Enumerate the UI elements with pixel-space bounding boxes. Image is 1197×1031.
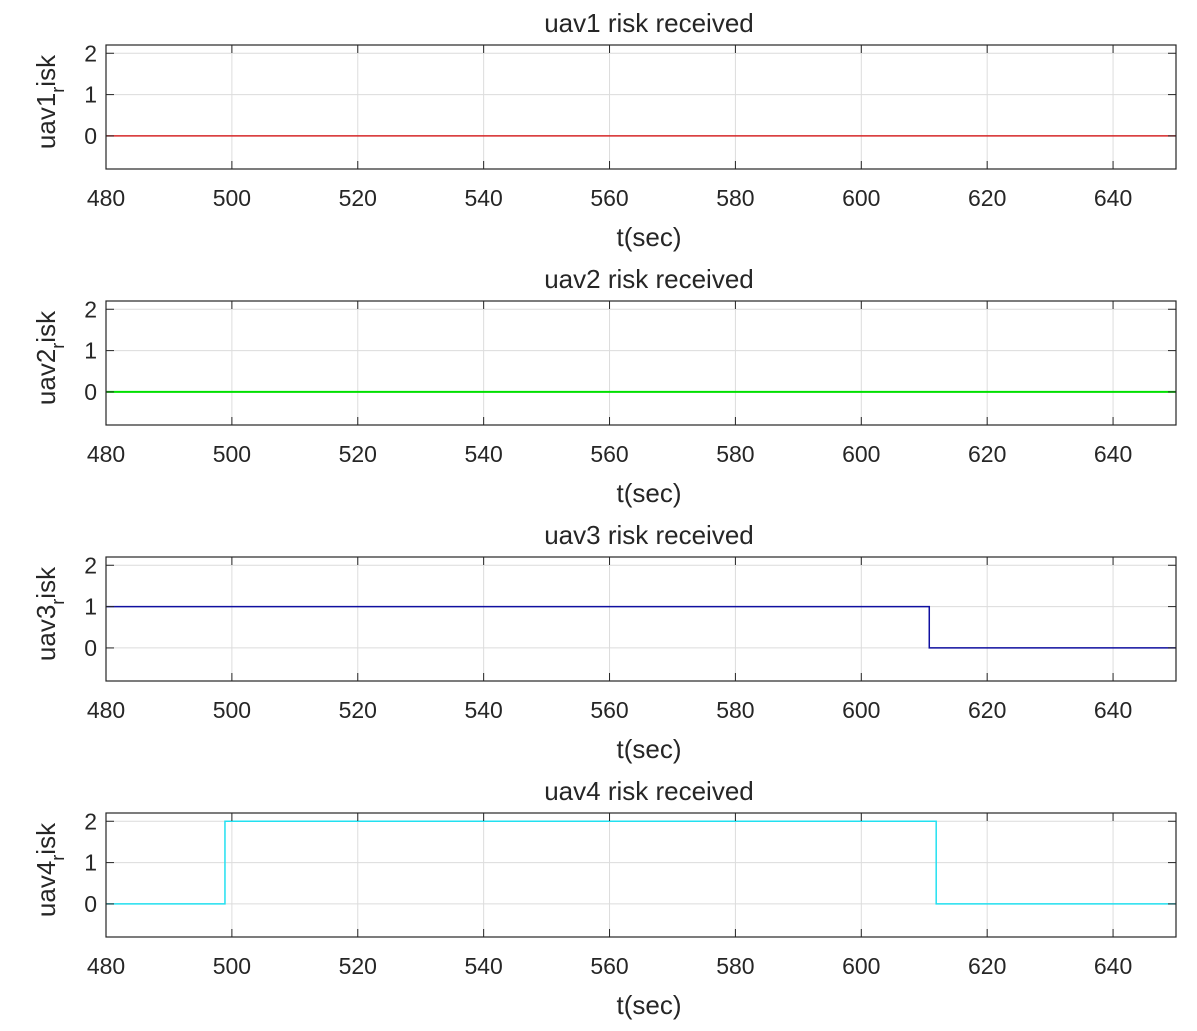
y-axis-label-tail: isk [31, 822, 61, 855]
y-axis-label-subscript: r [48, 855, 68, 861]
chart-title: uav2 risk received [544, 264, 754, 294]
x-tick-label: 480 [87, 185, 125, 211]
x-tick-label: 520 [339, 697, 377, 723]
x-tick-label: 640 [1094, 185, 1132, 211]
y-axis-label-subscript: r [48, 343, 68, 349]
axes-box [105, 812, 1177, 938]
y-tick-label: 2 [84, 40, 97, 66]
x-axis-label: t(sec) [617, 734, 682, 764]
y-axis-label-tail: isk [31, 566, 61, 599]
plot-area [106, 813, 1176, 937]
x-tick-label: 580 [716, 697, 754, 723]
y-tick-label: 0 [84, 379, 97, 405]
chart-title: uav1 risk received [544, 8, 754, 38]
x-tick-label: 520 [339, 441, 377, 467]
x-tick-label: 560 [590, 697, 628, 723]
x-tick-label: 620 [968, 697, 1006, 723]
subplot-3: 480 500 520 540 560 580 600 620 640 0 1 2 uav3 risk … [31, 520, 1177, 764]
x-tick-label: 640 [1094, 953, 1132, 979]
y-axis-label-tail: isk [31, 310, 61, 343]
x-tick-label: 500 [213, 697, 251, 723]
x-tick-label: 600 [842, 953, 880, 979]
y-axis-label-main: uav3 [31, 605, 61, 661]
x-tick-label: 500 [213, 441, 251, 467]
axes-box [105, 556, 1177, 682]
y-tick-label: 2 [84, 296, 97, 322]
axes-box [105, 44, 1177, 170]
x-tick-label: 520 [339, 185, 377, 211]
y-axis-label-tail: isk [31, 54, 61, 87]
x-tick-label: 560 [590, 441, 628, 467]
plot-area [106, 301, 1176, 425]
x-tick-label: 560 [590, 185, 628, 211]
plot-area [106, 557, 1176, 681]
y-axis-label: uav2risk [31, 310, 68, 405]
x-tick-label: 600 [842, 697, 880, 723]
x-tick-label: 540 [464, 953, 502, 979]
x-tick-label: 580 [716, 441, 754, 467]
x-tick-label: 580 [716, 953, 754, 979]
y-tick-label: 1 [84, 338, 97, 364]
y-tick-label: 2 [84, 808, 97, 834]
subplot-2: 480 500 520 540 560 580 600 620 640 0 1 2 uav2 risk … [31, 264, 1177, 508]
x-tick-label: 480 [87, 953, 125, 979]
x-tick-label: 480 [87, 697, 125, 723]
y-axis-label-subscript: r [48, 87, 68, 93]
x-tick-label: 640 [1094, 441, 1132, 467]
y-axis-label: uav4risk [31, 822, 68, 917]
series-line [106, 820, 1176, 905]
x-tick-label: 640 [1094, 697, 1132, 723]
x-tick-label: 620 [968, 185, 1006, 211]
x-tick-label: 600 [842, 441, 880, 467]
x-tick-label: 540 [464, 697, 502, 723]
y-axis-label-subscript: r [48, 599, 68, 605]
x-tick-label: 540 [464, 441, 502, 467]
x-tick-label: 620 [968, 441, 1006, 467]
x-tick-label: 580 [716, 185, 754, 211]
y-axis-label: uav3risk [31, 566, 68, 661]
x-tick-label: 620 [968, 953, 1006, 979]
x-tick-label: 500 [213, 953, 251, 979]
x-tick-label: 500 [213, 185, 251, 211]
chart-title: uav3 risk received [544, 520, 754, 550]
x-tick-label: 520 [339, 953, 377, 979]
y-tick-label: 2 [84, 552, 97, 578]
x-tick-label: 480 [87, 441, 125, 467]
y-axis-label-main: uav4 [31, 861, 61, 917]
y-tick-label: 0 [84, 123, 97, 149]
x-axis-label: t(sec) [617, 990, 682, 1020]
y-tick-label: 1 [84, 82, 97, 108]
subplot-4: 480 500 520 540 560 580 600 620 640 0 1 2 uav4 risk … [31, 776, 1177, 1020]
y-tick-label: 0 [84, 891, 97, 917]
axes-box [105, 300, 1177, 426]
y-tick-label: 1 [84, 850, 97, 876]
series-line [106, 605, 1176, 649]
x-tick-label: 560 [590, 953, 628, 979]
y-tick-label: 1 [84, 594, 97, 620]
y-axis-label: uav1risk [31, 54, 68, 149]
plot-area [106, 45, 1176, 169]
x-axis-label: t(sec) [617, 478, 682, 508]
x-tick-label: 600 [842, 185, 880, 211]
x-tick-label: 540 [464, 185, 502, 211]
y-axis-label-main: uav2 [31, 349, 61, 405]
y-tick-label: 0 [84, 635, 97, 661]
y-axis-label-main: uav1 [31, 93, 61, 149]
x-axis-label: t(sec) [617, 222, 682, 252]
chart-title: uav4 risk received [544, 776, 754, 806]
subplot-1: 480 500 520 540 560 580 600 620 640 0 1 2 uav1 risk … [31, 8, 1177, 252]
